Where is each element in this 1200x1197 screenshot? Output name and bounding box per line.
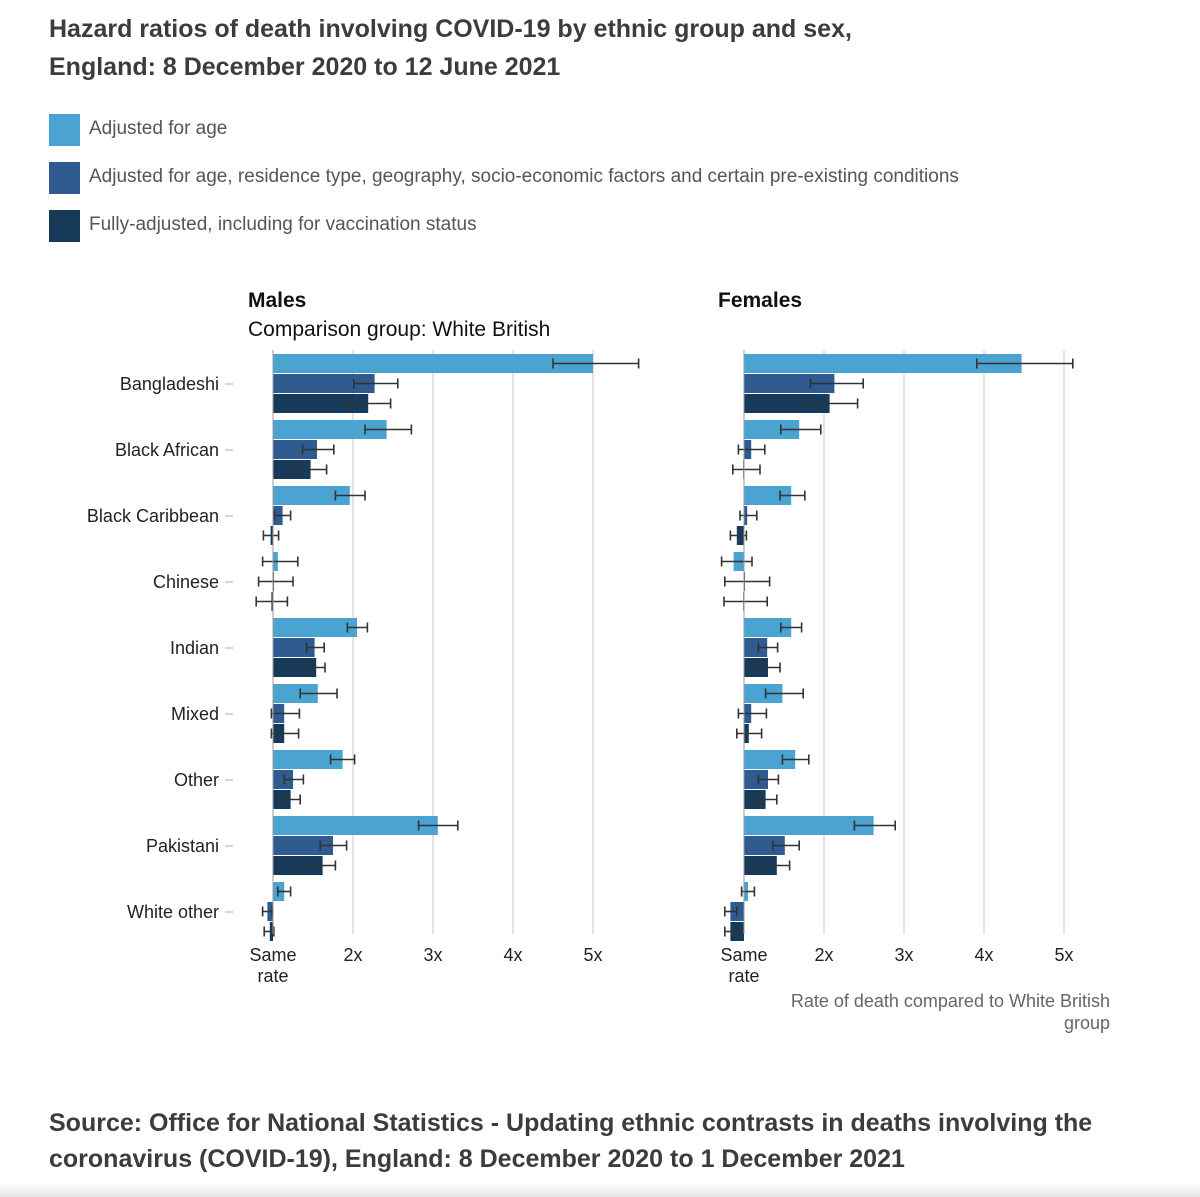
source-line2: coronavirus (COVID-19), England: 8 Decem… [49, 1145, 905, 1173]
bar [273, 440, 317, 459]
legend-swatch-age [49, 114, 80, 146]
bar [744, 836, 785, 855]
bar [273, 486, 350, 505]
bar [273, 816, 438, 835]
bar [744, 790, 766, 809]
x-tick-label: 2x [814, 945, 833, 965]
bar [273, 354, 593, 373]
x-tick-label: rate [257, 966, 288, 986]
bar [273, 374, 375, 393]
bar [273, 658, 317, 677]
x-tick-label: 5x [583, 945, 602, 965]
bar [744, 354, 1022, 373]
x-tick-label: Same [249, 945, 296, 965]
legend-label-full: Fully-adjusted, including for vaccinatio… [89, 214, 477, 235]
category-label: Bangladeshi [120, 374, 219, 394]
chart-title-line1: Hazard ratios of death involving COVID-1… [49, 15, 852, 43]
bottom-shade [0, 1183, 1200, 1197]
x-tick-label: 3x [423, 945, 442, 965]
x-tick-label: 5x [1054, 945, 1073, 965]
x-axis-label: Rate of death compared to White British [791, 991, 1110, 1011]
bar [744, 816, 874, 835]
bar [744, 638, 768, 657]
bar [744, 374, 835, 393]
bar [744, 420, 800, 439]
bar [273, 618, 357, 637]
category-label: Pakistani [146, 836, 219, 856]
source-note: Source: Office for National Statistics -… [49, 1105, 1179, 1177]
bar [744, 618, 792, 637]
legend-swatch-multi [49, 162, 80, 194]
category-label: Mixed [171, 704, 219, 724]
legend-swatch-full [49, 210, 80, 242]
panel-title: Males [248, 289, 306, 312]
legend-label-multi: Adjusted for age, residence type, geogra… [89, 166, 959, 187]
category-label: Other [174, 770, 219, 790]
legend-label-age: Adjusted for age [89, 118, 228, 139]
category-label: Black African [115, 440, 219, 460]
bar [744, 856, 777, 875]
category-label: Chinese [153, 572, 219, 592]
bar [744, 658, 768, 677]
x-tick-label: Same [720, 945, 767, 965]
bar [273, 770, 293, 789]
bar [273, 750, 343, 769]
source-line1: Source: Office for National Statistics -… [49, 1109, 1093, 1137]
chart-subtitle: Comparison group: White British [248, 318, 550, 341]
bar [273, 836, 333, 855]
category-label: White other [127, 902, 219, 922]
bar [744, 684, 783, 703]
category-label: Indian [170, 638, 219, 658]
x-tick-label: 4x [503, 945, 522, 965]
category-label: Black Caribbean [87, 506, 219, 526]
x-tick-label: 4x [974, 945, 993, 965]
panel-title: Females [718, 289, 802, 312]
bar [273, 684, 318, 703]
x-tick-label: 2x [343, 945, 362, 965]
bar [273, 638, 315, 657]
bar [273, 394, 369, 413]
bar [744, 394, 830, 413]
x-axis-label: group [1064, 1013, 1110, 1033]
bar [273, 420, 387, 439]
bar [744, 770, 768, 789]
x-tick-label: 3x [894, 945, 913, 965]
chart-title-line2: England: 8 December 2020 to 12 June 2021 [49, 53, 561, 81]
chart-title: Hazard ratios of death involving COVID-1… [49, 10, 1149, 86]
x-tick-label: rate [728, 966, 759, 986]
bar [273, 460, 311, 479]
